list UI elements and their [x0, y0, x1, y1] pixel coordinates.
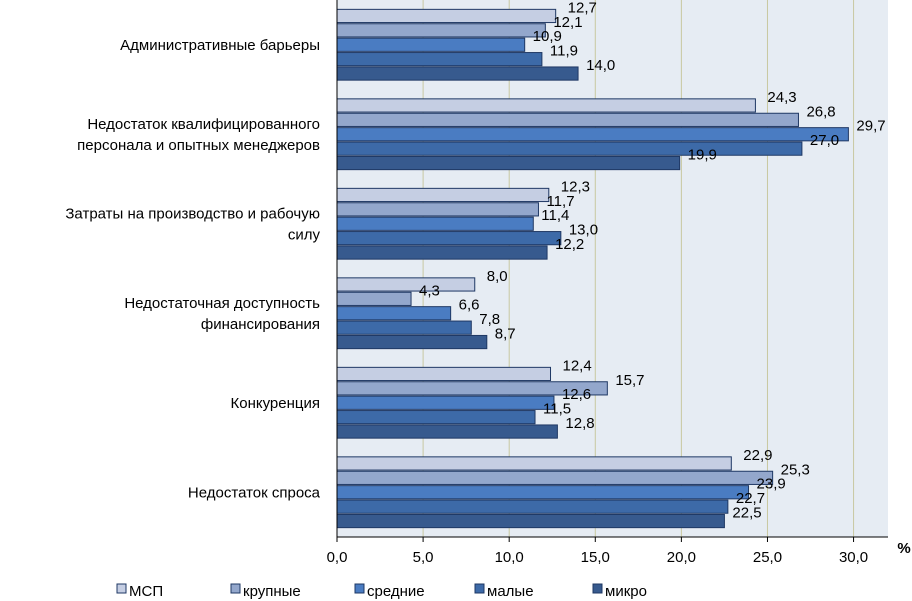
- data-label: 15,7: [615, 372, 644, 389]
- data-label: 12,7: [568, 0, 597, 16]
- data-label: 12,1: [553, 14, 582, 31]
- x-tick-label: 5,0: [413, 549, 434, 566]
- data-label: 22,5: [732, 504, 761, 521]
- plot-area: [337, 0, 888, 537]
- data-label: 10,9: [533, 28, 562, 45]
- x-tick-labels: 0,0 5,0 10,0 15,0 20,0 25,0 30,0: [327, 549, 869, 566]
- x-tick-marks: [336, 537, 855, 542]
- data-label: 11,4: [541, 207, 569, 224]
- bar: [336, 23, 546, 38]
- data-label: 25,3: [781, 461, 810, 478]
- category-labels: Административные барьеры Недостаток квали…: [65, 37, 320, 502]
- bar: [336, 499, 729, 514]
- bar: [336, 395, 555, 410]
- data-label: 11,5: [543, 401, 571, 418]
- data-label: 24,3: [767, 89, 796, 106]
- x-tick-label: 10,0: [495, 549, 524, 566]
- data-label: 14,0: [586, 57, 615, 74]
- bar: [336, 306, 452, 321]
- category-label: Затраты на производство и рабочую силу: [65, 205, 320, 243]
- bar: [336, 52, 543, 67]
- bar: [336, 334, 488, 350]
- data-label: 4,3: [419, 282, 440, 299]
- bar: [336, 155, 681, 171]
- legend-label: малые: [487, 583, 534, 600]
- category-label: Недостаток квалифицированного персонала и…: [77, 116, 320, 154]
- bar: [336, 424, 558, 439]
- data-label: 12,8: [565, 415, 594, 432]
- bar: [336, 485, 750, 500]
- legend-swatch: [116, 583, 127, 594]
- legend-swatch: [474, 583, 485, 594]
- category-label: Административные барьеры: [120, 37, 320, 54]
- data-label: 12,3: [561, 178, 590, 195]
- legend-label: МСП: [129, 583, 163, 600]
- category-label: Конкуренция: [231, 395, 321, 412]
- data-label: 12,4: [563, 357, 592, 374]
- bar: [336, 202, 539, 217]
- data-label: 27,0: [810, 132, 839, 149]
- data-label: 23,9: [757, 476, 786, 493]
- bar: [336, 456, 732, 471]
- legend-label: микро: [605, 583, 647, 600]
- data-label: 22,7: [736, 490, 765, 507]
- data-label: 7,8: [479, 311, 500, 328]
- bar: [336, 410, 536, 425]
- legend: МСП крупные средние малые микро: [116, 583, 647, 600]
- data-label: 11,7: [546, 193, 574, 210]
- bar: [336, 37, 526, 52]
- bar: [336, 320, 472, 335]
- bar: [336, 291, 412, 306]
- data-label: 26,8: [806, 103, 835, 120]
- x-tick-label: 30,0: [839, 549, 868, 566]
- gridlines: [422, 0, 855, 537]
- bar: [336, 366, 552, 382]
- data-label: 11,9: [550, 43, 578, 60]
- bar: [336, 8, 557, 24]
- unit-label: %: [897, 540, 910, 557]
- x-tick-label: 20,0: [667, 549, 696, 566]
- bar: [336, 231, 562, 246]
- bar: [336, 277, 476, 292]
- data-label: 12,2: [555, 236, 584, 253]
- x-tick-label: 0,0: [327, 549, 348, 566]
- data-label: 13,0: [569, 222, 598, 239]
- legend-swatch: [354, 583, 365, 594]
- bar: [336, 141, 803, 156]
- bar: [336, 245, 548, 260]
- bar: [336, 470, 774, 485]
- category-label: Недостаток спроса: [188, 484, 321, 501]
- legend-label: крупные: [243, 583, 301, 600]
- data-label: 29,7: [856, 118, 885, 135]
- x-tick-label: 25,0: [753, 549, 782, 566]
- category-label: Недостаточная доступность финансирования: [124, 295, 320, 333]
- legend-swatch: [230, 583, 241, 594]
- data-label: 22,9: [743, 447, 772, 464]
- legend-swatch: [592, 583, 603, 594]
- bar: [336, 66, 579, 81]
- data-label: 19,9: [688, 146, 717, 163]
- x-tick-label: 15,0: [581, 549, 610, 566]
- bar: [336, 216, 534, 231]
- bar: [336, 98, 756, 113]
- bar: [336, 513, 725, 529]
- data-label: 8,0: [487, 268, 508, 285]
- data-label: 8,7: [495, 325, 516, 342]
- bar: [336, 187, 550, 203]
- bar: [336, 127, 849, 142]
- bar: [336, 112, 799, 127]
- value-labels: 12,712,110,911,9 14,0 24,3 26,8 29,7 27,0 19,9…: [419, 0, 886, 521]
- legend-label: средние: [367, 583, 425, 600]
- data-label: 6,6: [459, 297, 480, 314]
- data-label: 12,6: [562, 386, 591, 403]
